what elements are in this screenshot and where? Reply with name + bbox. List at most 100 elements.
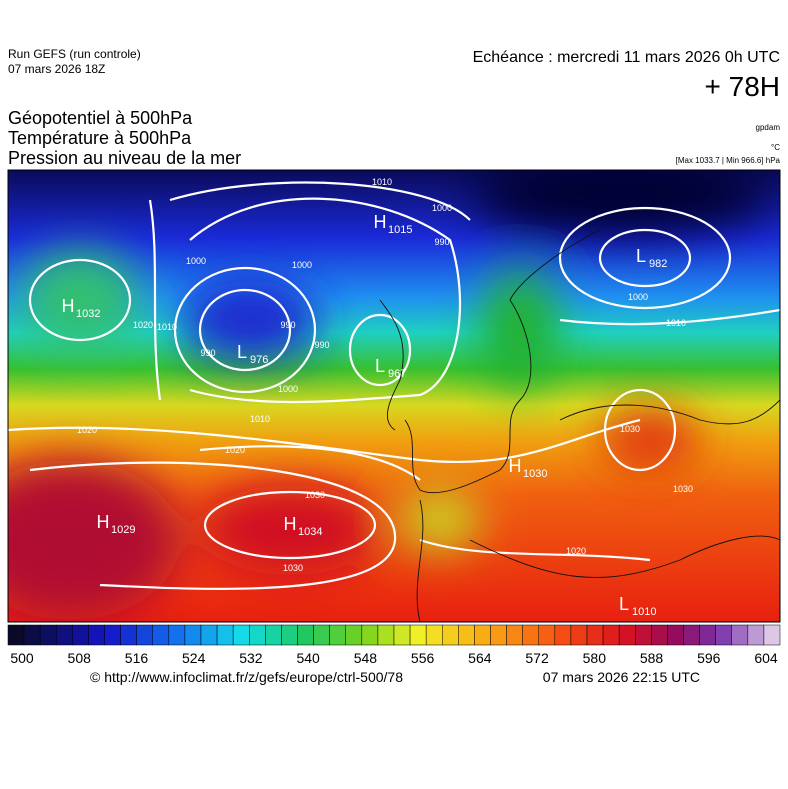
colorbar-cell	[667, 624, 684, 646]
source-url: © http://www.infoclimat.fr/z/gefs/europe…	[90, 669, 403, 685]
colorbar-cell	[635, 624, 652, 646]
colorbar-tick-label: 564	[468, 650, 492, 666]
isobar-label: 1020	[133, 320, 153, 330]
center-value: 1034	[298, 526, 322, 538]
center-value: 1029	[111, 524, 135, 536]
isobar-label: 1030	[305, 490, 325, 500]
center-type: H	[374, 212, 387, 232]
colorbar-cell	[570, 624, 588, 646]
colorbar-tick-label: 540	[296, 650, 320, 666]
colorbar-tick-label: 508	[68, 650, 92, 666]
lead-time: + 78H	[705, 71, 781, 102]
colorbar-cell	[409, 624, 427, 646]
title: Géopotentiel à 500hPa	[8, 108, 193, 128]
isobar-label: 1020	[225, 445, 245, 455]
isobar-label: 990	[434, 237, 449, 247]
colorbar-tick-label: 524	[182, 650, 206, 666]
colorbar-cell	[554, 624, 572, 646]
colorbar-cell	[458, 624, 475, 646]
colorbar-cell	[265, 624, 282, 646]
center-type: H	[97, 512, 110, 532]
isobar-label: 1000	[292, 260, 312, 270]
colorbar-cell	[313, 624, 330, 646]
center-type: H	[509, 456, 522, 476]
colorbar-cell	[136, 624, 154, 646]
colorbar-cell	[329, 624, 346, 646]
colorbar-cell	[490, 624, 507, 646]
colorbar-cell	[184, 624, 202, 646]
isobar-label: 1000	[628, 292, 648, 302]
colorbar-cell	[281, 624, 298, 646]
colorbar-cell	[297, 624, 314, 646]
colorbar-cell	[442, 624, 459, 646]
isobar-label: 1000	[278, 384, 298, 394]
colorbar-cell	[538, 624, 556, 646]
isobar-label: 1010	[372, 177, 392, 187]
colorbar-cell	[602, 624, 620, 646]
center-value: 1010	[632, 606, 656, 618]
colorbar-cell	[763, 624, 781, 646]
colorbar-cell	[506, 624, 523, 646]
unit: [Max 1033.7 | Min 966.6] hPa	[676, 156, 781, 165]
center-type: L	[636, 246, 646, 266]
colorbar-cell	[88, 624, 105, 646]
center-type: L	[375, 356, 385, 376]
run-date: 07 mars 2026 18Z	[8, 62, 105, 76]
colorbar-cell	[474, 624, 491, 646]
isobar-label: 1020	[77, 425, 97, 435]
isobar-label: 1030	[283, 563, 303, 573]
colorbar-cell	[7, 624, 25, 646]
colorbar-tick-label: 500	[10, 650, 34, 666]
colorbar-cell	[345, 624, 363, 646]
isobar-label: 990	[200, 348, 215, 358]
colorbar-cell	[216, 624, 234, 646]
center-value: 976	[250, 354, 268, 366]
isobar-label: 1010	[250, 414, 270, 424]
isobar-label: 1030	[673, 484, 693, 494]
colorbar-cell	[586, 624, 604, 646]
center-value: 1032	[76, 308, 100, 320]
isobar-label: 1020	[566, 546, 586, 556]
colorbar-cell	[39, 624, 57, 646]
colorbar-cell	[425, 624, 443, 646]
isobar-label: 1010	[666, 318, 686, 328]
center-type: L	[237, 342, 247, 362]
colorbar-cell	[618, 624, 636, 646]
colorbar-cell	[651, 624, 668, 646]
unit: gpdam	[756, 123, 781, 132]
issue-time: 07 mars 2026 22:15 UTC	[543, 669, 700, 685]
colorbar-cell	[747, 624, 765, 646]
unit: °C	[771, 143, 780, 152]
colorbar-cell	[699, 624, 716, 646]
center-value: 967	[388, 368, 406, 380]
title: Pression au niveau de la mer	[8, 148, 241, 168]
isobar-label: 1010	[157, 322, 177, 332]
colorbar-tick-label: 516	[125, 650, 149, 666]
map-field	[8, 170, 780, 622]
isobar-label: 990	[280, 320, 295, 330]
colorbar-tick-label: 588	[640, 650, 664, 666]
run: Run GEFS (run controle)	[8, 47, 141, 61]
colorbar-cell	[168, 624, 186, 646]
isobar-label: 990	[314, 340, 329, 350]
colorbar-tick-label: 572	[525, 650, 549, 666]
colorbar-tick-label: 596	[697, 650, 721, 666]
colorbar-tick-label: 556	[411, 650, 435, 666]
center-type: H	[62, 296, 75, 316]
colorbar-cell	[377, 624, 395, 646]
center-value: 1030	[523, 468, 547, 480]
colorbar-tick-label: 548	[354, 650, 378, 666]
center-value: 982	[649, 258, 667, 270]
isobar-label: 1000	[432, 203, 452, 213]
isobar-label: 1000	[186, 256, 206, 266]
center-type: H	[284, 514, 297, 534]
colorbar-cell	[393, 624, 411, 646]
colorbar-cell	[152, 624, 170, 646]
colorbar-tick-label: 580	[583, 650, 607, 666]
colorbar-cell	[23, 624, 41, 646]
echeance: Echéance : mercredi 11 mars 2026 0h UTC	[473, 49, 780, 66]
title: Température à 500hPa	[8, 128, 192, 148]
colorbar-cell	[731, 624, 749, 646]
colorbar-cell	[56, 624, 73, 646]
